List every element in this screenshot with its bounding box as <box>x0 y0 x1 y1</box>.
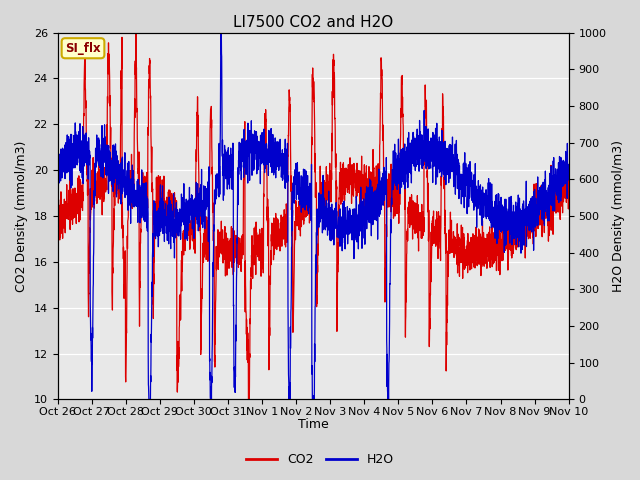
Y-axis label: H2O Density (mmol/m3): H2O Density (mmol/m3) <box>612 140 625 292</box>
Title: LI7500 CO2 and H2O: LI7500 CO2 and H2O <box>233 15 393 30</box>
X-axis label: Time: Time <box>298 419 328 432</box>
Text: SI_flx: SI_flx <box>65 42 101 55</box>
Legend: CO2, H2O: CO2, H2O <box>241 448 399 471</box>
Y-axis label: CO2 Density (mmol/m3): CO2 Density (mmol/m3) <box>15 140 28 292</box>
